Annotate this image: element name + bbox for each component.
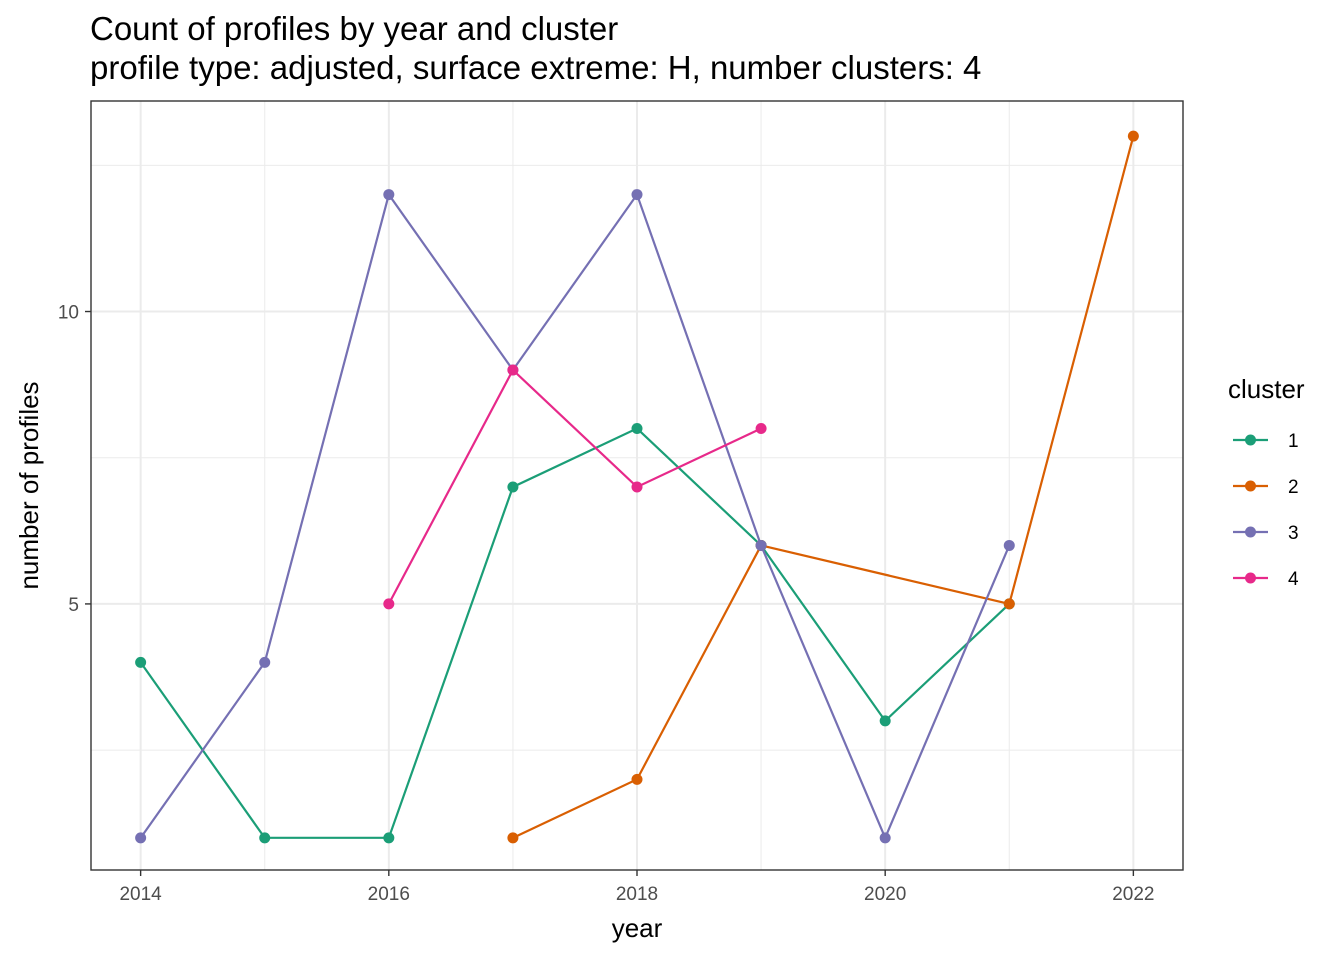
y-tick-label: 5	[68, 595, 79, 616]
x-tick-label: 2018	[616, 884, 658, 905]
legend: cluster 1 2 3 4	[1228, 374, 1305, 590]
data-point	[1003, 598, 1015, 610]
legend-title: cluster	[1228, 374, 1305, 404]
grid-lines	[91, 101, 1183, 870]
data-point	[879, 715, 891, 727]
series-3	[135, 189, 1015, 844]
series-1	[135, 422, 1015, 844]
data-point	[631, 422, 643, 434]
y-axis-title: number of profiles	[14, 381, 44, 589]
legend-key-point	[1245, 572, 1256, 584]
chart-title: Count of profiles by year and cluster	[90, 10, 619, 47]
data-point	[879, 832, 891, 844]
data-point	[631, 481, 643, 493]
series-layer	[135, 130, 1139, 844]
y-tick-label: 10	[58, 303, 79, 324]
data-point	[755, 422, 767, 434]
legend-item-1: 1	[1233, 431, 1299, 452]
series-2	[507, 130, 1139, 844]
data-point	[755, 539, 767, 551]
x-tick-label: 2014	[119, 884, 162, 905]
data-point	[383, 832, 395, 844]
series-line-4	[387, 368, 762, 605]
data-point	[507, 364, 519, 376]
x-tick-label: 2022	[1112, 884, 1154, 905]
series-line-2	[512, 135, 1135, 839]
data-point	[383, 189, 395, 201]
series-4	[383, 364, 767, 610]
x-tick-label: 2016	[368, 884, 410, 905]
data-point	[259, 656, 271, 668]
legend-label: 2	[1288, 477, 1299, 498]
legend-key-point	[1245, 526, 1256, 538]
axes: 2014 2016 2018 2020 2022 5 10	[58, 303, 1155, 905]
x-axis-title: year	[612, 913, 663, 943]
legend-key-point	[1245, 434, 1256, 446]
legend-label: 4	[1288, 569, 1299, 590]
legend-key-point	[1245, 480, 1256, 492]
data-point	[507, 481, 519, 493]
data-point	[631, 189, 643, 201]
data-point	[135, 832, 147, 844]
data-point	[631, 773, 643, 785]
chart-subtitle: profile type: adjusted, surface extreme:…	[90, 49, 982, 86]
legend-item-4: 4	[1233, 569, 1299, 590]
data-point	[259, 832, 271, 844]
data-point	[1127, 130, 1139, 142]
data-point	[507, 832, 519, 844]
series-line-3	[139, 192, 1011, 841]
legend-item-2: 2	[1233, 477, 1299, 498]
legend-item-3: 3	[1233, 523, 1299, 544]
x-tick-label: 2020	[864, 884, 906, 905]
data-point	[1003, 539, 1015, 551]
legend-label: 3	[1288, 523, 1299, 544]
data-point	[135, 656, 147, 668]
data-point	[383, 598, 395, 610]
legend-label: 1	[1288, 431, 1299, 452]
series-line-1	[139, 427, 1011, 839]
